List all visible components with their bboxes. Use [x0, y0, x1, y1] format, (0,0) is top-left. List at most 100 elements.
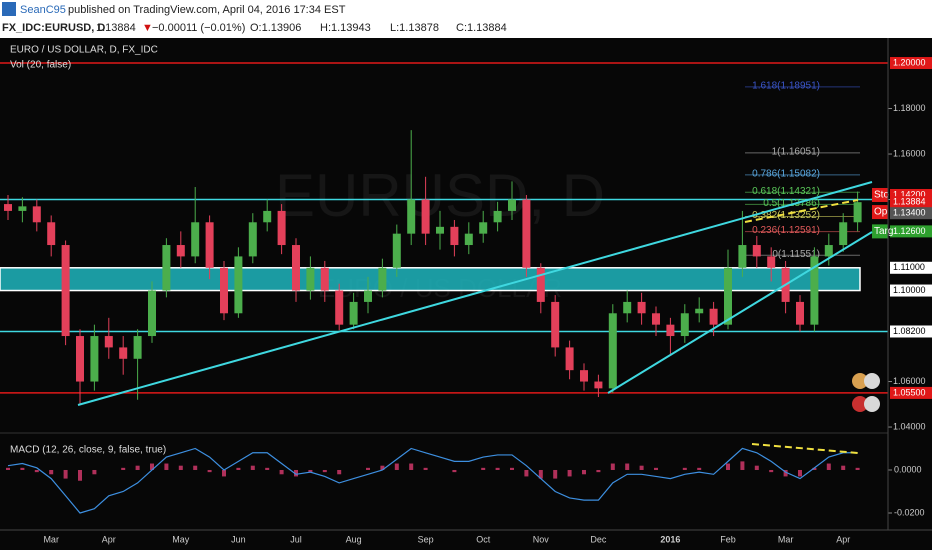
candle-body	[565, 347, 574, 371]
candle-body	[61, 245, 70, 337]
histogram-bar	[265, 467, 270, 470]
candle-body	[378, 267, 387, 291]
chart-title: EURO / US DOLLAR, D, FX_IDC	[10, 45, 158, 56]
price-label: 1.13884	[893, 197, 926, 207]
candle-body	[666, 324, 675, 337]
event-icon	[852, 396, 868, 412]
x-tick-label: 2016	[660, 534, 680, 544]
candle-body	[104, 336, 113, 348]
histogram-bar	[366, 467, 370, 470]
event-icon	[864, 396, 880, 412]
histogram-bar	[769, 469, 774, 473]
candle-body	[536, 267, 545, 302]
histogram-bar	[697, 467, 702, 470]
candle-body	[493, 210, 502, 223]
low: L:1.13878	[390, 22, 439, 34]
fib-label: 0.618(1.14321)	[752, 186, 820, 197]
y-tick-label: 1.16000	[893, 148, 926, 158]
histogram-bar	[20, 467, 25, 470]
fib-label: 1.618(1.18951)	[752, 81, 820, 92]
histogram-bar	[250, 465, 255, 470]
candle-body	[464, 233, 473, 246]
candle-body	[450, 226, 459, 246]
histogram-bar	[826, 463, 831, 470]
histogram-bar	[78, 469, 82, 481]
candle-body	[335, 290, 344, 325]
candle-body	[306, 267, 315, 291]
price-label-box	[890, 196, 932, 209]
fib-label: 0.786(1.15082)	[752, 169, 820, 180]
candle-body	[162, 245, 171, 291]
event-icon	[852, 373, 868, 389]
main-pane: 1.618(1.18951) 1(1.16051) 0.786(1.15082) 0.…	[0, 57, 932, 544]
candle-body	[695, 308, 704, 314]
x-tick-label: Mar	[778, 534, 794, 544]
price-label: 1.08200	[893, 326, 926, 336]
x-tick-label: Jun	[231, 534, 246, 544]
x-tick-label: Mar	[43, 534, 59, 544]
candle-body	[349, 301, 358, 325]
histogram-bar	[380, 465, 385, 470]
candle-body	[205, 222, 214, 268]
header: SeanC95 published on TradingView.com, Ap…	[2, 2, 507, 34]
histogram-bar	[135, 465, 140, 470]
x-tick-label: Apr	[836, 534, 850, 544]
histogram-bar	[308, 469, 313, 473]
histogram-bar	[121, 467, 126, 470]
candle-body	[724, 267, 732, 325]
trendline	[607, 231, 873, 394]
histogram-bar	[812, 467, 817, 470]
fib-label: 0.236(1.12591)	[752, 225, 820, 236]
histogram-bar	[726, 463, 730, 470]
last-price: 1.13884	[96, 22, 136, 34]
candle-body	[407, 199, 416, 234]
event-icon	[864, 373, 880, 389]
x-tick-label: Sep	[418, 534, 434, 544]
candle-body	[90, 336, 99, 382]
histogram-bar	[423, 467, 428, 470]
candle-body	[364, 290, 372, 302]
candle-body	[508, 199, 516, 211]
price-label-box	[890, 325, 932, 338]
histogram-bar	[524, 469, 529, 477]
candle-body	[652, 313, 660, 325]
y-tick-label: 1.06000	[893, 376, 926, 386]
candle-body	[277, 210, 286, 246]
candle-body	[18, 206, 27, 211]
candle-body	[234, 256, 243, 314]
order-tag-label: Sto	[874, 190, 889, 201]
candle-body	[119, 347, 128, 359]
y-tick-label: 0.0000	[894, 464, 922, 474]
trendline	[77, 181, 873, 406]
histogram-bar	[193, 465, 198, 470]
candle-body	[392, 233, 401, 268]
candle-body	[551, 301, 560, 348]
histogram-bar	[495, 467, 500, 470]
candle-body	[436, 226, 444, 234]
candle-body	[637, 301, 646, 314]
candle-body	[680, 313, 689, 337]
candle-body	[479, 222, 488, 234]
price-label: 1.11000	[893, 262, 925, 272]
histogram-bar	[409, 463, 414, 470]
candle-body	[220, 267, 228, 314]
candle-body	[594, 381, 603, 389]
histogram-bar	[783, 469, 788, 477]
price-label: 1.10000	[893, 285, 926, 295]
histogram-bar	[279, 469, 284, 475]
x-tick-label: Oct	[476, 534, 491, 544]
histogram-bar	[740, 461, 745, 470]
macd-line	[7, 447, 858, 514]
price-label: 1.20000	[893, 57, 926, 67]
candle-body	[47, 222, 56, 246]
x-tick-label: Aug	[346, 534, 362, 544]
price-label: 1.14200	[893, 189, 926, 199]
candle-body	[767, 256, 776, 268]
histogram-bar	[178, 465, 183, 470]
price-label-box	[890, 207, 932, 220]
author[interactable]: SeanC95	[20, 4, 66, 16]
histogram-bar	[510, 467, 514, 470]
macd-dashed-line	[751, 443, 859, 454]
